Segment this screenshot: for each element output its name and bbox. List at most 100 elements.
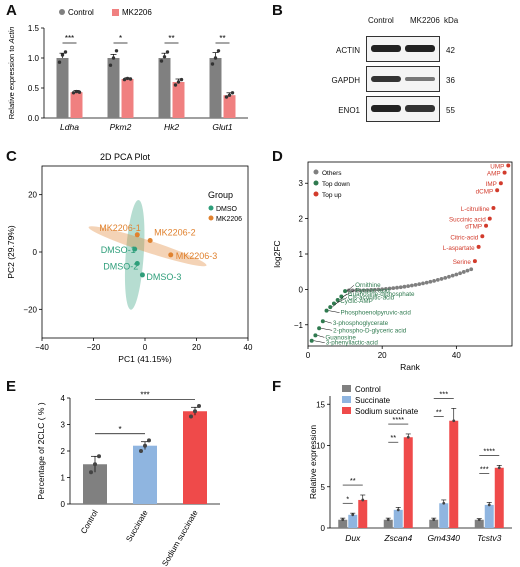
scatter-point-other xyxy=(361,288,366,293)
x-tick-label: Tcstv3 xyxy=(477,533,502,543)
sig-label: **** xyxy=(392,415,404,424)
bar xyxy=(183,411,207,504)
blot-col-control: Control xyxy=(368,16,394,25)
y-tick-label: 10 xyxy=(316,442,325,451)
x-tick-label: Gm4340 xyxy=(427,533,460,543)
bar xyxy=(56,58,69,118)
scatter-point-other xyxy=(413,282,418,287)
scatter-point-down xyxy=(313,333,318,338)
data-point xyxy=(71,91,76,95)
bar xyxy=(429,519,439,528)
y-tick-label: 0 xyxy=(321,524,326,533)
legend-marker xyxy=(342,396,351,403)
x-tick-label: 20 xyxy=(192,343,201,352)
sig-label: **** xyxy=(483,446,495,455)
data-point xyxy=(396,508,400,512)
point-label: MK2206-3 xyxy=(176,251,218,261)
panel-label-f: F xyxy=(272,378,282,395)
y-tick-label: 1.0 xyxy=(28,54,40,63)
bar xyxy=(209,58,222,118)
data-point xyxy=(93,462,97,467)
scatter-point xyxy=(168,252,174,258)
point-label: L-citrulline xyxy=(461,206,490,213)
blot-kda: 55 xyxy=(446,106,455,115)
blot-unit: kDa xyxy=(444,16,459,25)
x-tick-label: 40 xyxy=(452,351,461,360)
label-leader xyxy=(346,284,355,292)
data-point xyxy=(57,60,62,64)
panel-label-d: D xyxy=(272,148,283,165)
scatter-point-other xyxy=(387,286,392,291)
blot-row-label: GAPDH xyxy=(331,76,360,85)
data-point xyxy=(159,59,164,63)
scatter-point xyxy=(139,272,145,278)
sig-label: ** xyxy=(390,433,396,442)
y-tick-label: 3 xyxy=(299,179,304,188)
scatter-point-other xyxy=(350,288,355,293)
scatter-point xyxy=(134,260,140,266)
data-point xyxy=(193,409,197,414)
sig-label: ** xyxy=(436,408,442,417)
scatter-point-up xyxy=(498,181,503,186)
scatter-point-down xyxy=(320,319,325,324)
data-point xyxy=(60,53,65,57)
scatter-point-other xyxy=(469,267,474,272)
label-leader xyxy=(317,335,325,338)
label-leader xyxy=(321,328,333,331)
scatter-point-other xyxy=(395,285,399,290)
confidence-ellipse-mk2206 xyxy=(88,226,207,267)
scatter-point-other xyxy=(435,278,440,282)
point-label: AMP xyxy=(487,171,501,178)
y-axis-label: Relative expression xyxy=(308,425,318,499)
sig-label: *** xyxy=(480,465,489,474)
label-leader xyxy=(324,320,332,324)
y-axis-label: log2FC xyxy=(272,240,282,267)
scatter-point-down xyxy=(317,326,322,331)
sig-label: ** xyxy=(219,34,225,43)
bar xyxy=(70,92,83,118)
data-point xyxy=(386,518,390,522)
legend-label: MK2206 xyxy=(216,216,242,223)
point-label: Pyruvic-acid xyxy=(355,287,390,294)
scatter-point-down xyxy=(328,305,333,310)
scatter-point xyxy=(147,238,153,244)
scatter-point-other xyxy=(443,275,448,280)
point-label: DMSO-3 xyxy=(146,272,181,282)
y-tick-label: 2 xyxy=(299,215,304,224)
data-point xyxy=(210,62,215,66)
data-point xyxy=(224,95,229,99)
x-tick-label: Zscan4 xyxy=(383,533,412,543)
data-point xyxy=(162,55,167,59)
data-point xyxy=(139,449,143,453)
scatter-point-other xyxy=(391,286,396,291)
data-point xyxy=(173,83,178,87)
blot-band-actin xyxy=(366,36,440,62)
blot-col-mk2206: MK2206 xyxy=(410,16,440,25)
legend-marker xyxy=(342,385,351,392)
data-point xyxy=(114,49,119,53)
data-point xyxy=(89,470,93,475)
legend-marker xyxy=(313,169,319,175)
y-axis-label: PC2 (29.79%) xyxy=(6,225,16,279)
point-label: 3-phosphoglycerate xyxy=(333,320,389,327)
scatter-point-other xyxy=(402,284,407,289)
point-label: DMSO-2 xyxy=(103,261,138,271)
scatter-point-other xyxy=(358,288,362,293)
legend-marker-dmso xyxy=(208,205,214,211)
x-tick-label: 0 xyxy=(306,351,311,360)
data-point xyxy=(111,56,116,60)
data-point xyxy=(361,498,365,502)
x-tick-label: 0 xyxy=(143,343,148,352)
scatter-point-other xyxy=(398,285,403,290)
x-tick-label: Dux xyxy=(345,533,361,543)
scatter-point-other xyxy=(376,287,381,292)
legend-label: DMSO xyxy=(216,206,238,213)
legend-marker xyxy=(313,191,319,197)
x-tick-label: 20 xyxy=(378,351,387,360)
scatter-point-other xyxy=(421,281,425,286)
data-point xyxy=(128,77,133,81)
point-label: dTMP xyxy=(465,224,482,231)
bar xyxy=(107,58,120,118)
y-tick-label: 1 xyxy=(299,250,304,259)
data-point xyxy=(406,435,410,439)
